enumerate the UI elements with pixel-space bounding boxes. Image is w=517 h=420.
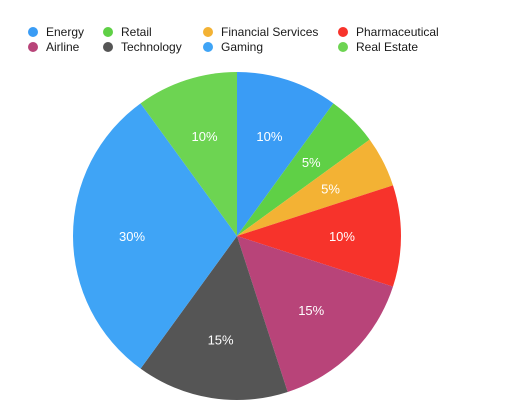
legend-label-airline: Airline [46, 40, 80, 54]
slice-label-energy: 10% [256, 129, 282, 144]
legend-marker-technology [103, 42, 113, 52]
legend-item-pharmaceutical: Pharmaceutical [338, 25, 439, 39]
legend-item-financial-services: Financial Services [203, 25, 318, 39]
legend-label-financial-services: Financial Services [221, 25, 318, 39]
legend-label-retail: Retail [121, 25, 152, 39]
pie-slice-technology [140, 236, 288, 400]
legend-marker-real-estate [338, 42, 348, 52]
slice-label-financial-services: 5% [321, 181, 340, 196]
legend-item-retail: Retail [103, 25, 152, 39]
legend-item-energy: Energy [28, 25, 84, 39]
pie-slice-real-estate [140, 72, 237, 236]
slice-labels: 10% 5%5% 10% 15% 15% 30% 10% [119, 129, 355, 347]
legend-label-pharmaceutical: Pharmaceutical [356, 25, 439, 39]
pie-slice-airline [237, 236, 393, 392]
pie-slice-energy [237, 72, 334, 236]
legend-item-gaming: Gaming [203, 40, 263, 54]
legend-marker-financial-services [203, 27, 213, 37]
legend-label-energy: Energy [46, 25, 84, 39]
legend-item-airline: Airline [28, 40, 80, 54]
slice-label-gaming: 30% [119, 229, 145, 244]
legend: Energy Retail Financial Services Pharmaceut… [28, 25, 439, 54]
legend-item-real-estate: Real Estate [338, 40, 418, 54]
slice-label-airline: 15% [298, 303, 324, 318]
legend-label-gaming: Gaming [221, 40, 263, 54]
legend-marker-airline [28, 42, 38, 52]
pie-slice-financial-services [237, 139, 393, 236]
legend-label-technology: Technology [121, 40, 182, 54]
pie-slice-retail [237, 103, 370, 236]
pie-slice-gaming [72, 103, 237, 369]
legend-marker-pharmaceutical [338, 27, 348, 37]
legend-marker-energy [28, 27, 38, 37]
slice-label-pharmaceutical: 10% [329, 229, 355, 244]
legend-item-technology: Technology [103, 40, 182, 54]
legend-marker-gaming [203, 42, 213, 52]
legend-label-real-estate: Real Estate [356, 40, 418, 54]
legend-marker-retail [103, 27, 113, 37]
slice-label-technology: 15% [208, 333, 234, 348]
pie-slices [72, 72, 401, 400]
slice-label-retail: 5% [302, 155, 321, 170]
slice-label-real-estate: 10% [192, 129, 218, 144]
pie-slice-pharmaceutical [237, 185, 401, 287]
